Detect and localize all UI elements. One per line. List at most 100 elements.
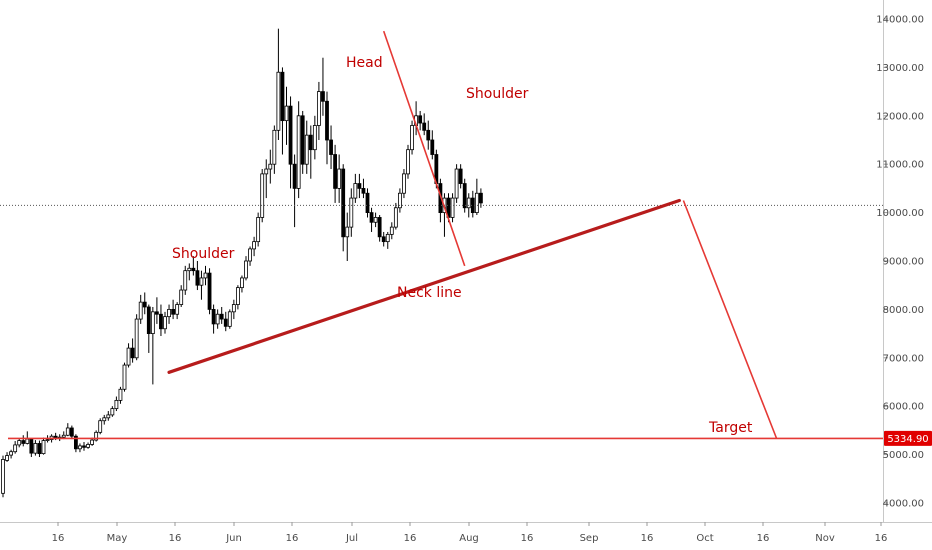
- candle-down: [418, 115, 423, 124]
- y-tick-label: 12000.00: [876, 111, 924, 122]
- candle-up: [138, 301, 143, 320]
- candle-up: [385, 233, 390, 243]
- x-tick-label: 16: [52, 533, 65, 544]
- y-tick-label: 5000.00: [883, 450, 924, 461]
- candle-up: [397, 192, 402, 209]
- y-tick-label: 7000.00: [883, 353, 924, 364]
- candle-down: [130, 347, 135, 359]
- candle-down: [159, 313, 163, 330]
- candle-down: [82, 445, 86, 448]
- candle-down: [381, 236, 386, 243]
- candle-up: [61, 434, 66, 438]
- candle-up: [110, 408, 115, 416]
- annotation-target: Target: [708, 420, 753, 436]
- y-tick-label: 4000.00: [883, 499, 924, 510]
- candle-up: [450, 197, 455, 218]
- candle-up: [9, 451, 14, 456]
- y-tick-label: 6000.00: [883, 402, 924, 413]
- candle-down: [171, 308, 176, 315]
- target-price-box: [884, 430, 932, 446]
- candle-down: [321, 91, 325, 102]
- candle-up: [235, 287, 240, 305]
- candle-up: [183, 270, 188, 291]
- candle-up: [454, 168, 459, 199]
- candle-down: [377, 217, 382, 238]
- annotation-neckline: Neck line: [397, 285, 462, 301]
- candle-up: [106, 414, 111, 419]
- candle-up: [284, 105, 289, 122]
- candle-down: [365, 192, 370, 214]
- candle-up: [296, 115, 301, 189]
- candle-up: [227, 311, 232, 327]
- candle-down: [37, 443, 42, 455]
- candle-down: [195, 270, 200, 286]
- y-tick-label: 9000.00: [883, 257, 924, 268]
- x-tick-label: 16: [286, 533, 299, 544]
- candle-down: [142, 301, 147, 308]
- candle-up: [406, 149, 410, 175]
- candle-up: [122, 364, 127, 390]
- y-tick-label: 13000.00: [876, 63, 924, 74]
- candle-down: [74, 435, 78, 450]
- candle-up: [248, 248, 252, 262]
- candle-up: [118, 388, 123, 401]
- candle-down: [223, 318, 228, 327]
- x-tick-label: 16: [521, 533, 534, 544]
- x-tick-label: Oct: [696, 533, 713, 544]
- candle-up: [13, 444, 18, 453]
- x-tick-label: 16: [641, 533, 654, 544]
- y-tick-label: 10000.00: [876, 208, 924, 219]
- candle-up: [45, 439, 50, 441]
- x-tick-label: 16: [757, 533, 770, 544]
- candle-up: [167, 308, 171, 318]
- y-tick-label: 8000.00: [883, 305, 924, 316]
- candle-up: [337, 168, 342, 189]
- candle-up: [252, 241, 257, 250]
- candle-up: [98, 420, 103, 433]
- candle-down: [422, 122, 427, 131]
- candle-up: [410, 125, 414, 151]
- candle-down: [357, 183, 362, 189]
- candle-down: [154, 311, 159, 315]
- candle-up: [345, 226, 350, 238]
- candle-up: [353, 183, 358, 199]
- x-tick-label: Aug: [459, 533, 479, 544]
- candle-down: [426, 129, 431, 141]
- annotation-right-shoulder: Shoulder: [466, 86, 529, 102]
- candle-up: [264, 168, 269, 175]
- candle-down: [300, 115, 305, 165]
- candle-up: [244, 260, 248, 279]
- y-axis-ticks: 4000.00 5000.00 6000.00 7000.00 8000.00 9000.…: [876, 15, 924, 510]
- candle-up: [65, 427, 70, 436]
- candle-up: [349, 197, 354, 228]
- x-tick-label: Sep: [580, 533, 599, 544]
- x-tick-label: 16: [169, 533, 182, 544]
- candle-down: [478, 192, 483, 204]
- candle-up: [260, 173, 265, 218]
- candle-up: [474, 192, 479, 214]
- candle-down: [69, 427, 74, 437]
- candle-up: [393, 207, 398, 228]
- candle-up: [102, 417, 107, 422]
- target-price-label: 5334.90: [887, 434, 928, 445]
- pattern-overlays: [0, 30, 883, 440]
- candle-up: [86, 444, 90, 448]
- candle-down: [462, 183, 467, 209]
- candle-up: [41, 440, 46, 455]
- candle-up: [466, 197, 471, 209]
- y-tick-label: 14000.00: [876, 15, 924, 26]
- candle-up: [187, 267, 192, 272]
- candle-up: [312, 125, 317, 151]
- candle-down: [341, 168, 346, 238]
- candle-up: [256, 217, 261, 243]
- candle-up: [126, 347, 131, 366]
- candle-up: [90, 439, 94, 445]
- candle-down: [369, 212, 374, 223]
- candle-down: [219, 313, 224, 320]
- candle-up: [163, 316, 167, 330]
- candle-up: [25, 438, 30, 444]
- candle-up: [175, 304, 180, 315]
- target-price-tag: 5334.90: [884, 430, 932, 446]
- candle-down: [333, 154, 338, 189]
